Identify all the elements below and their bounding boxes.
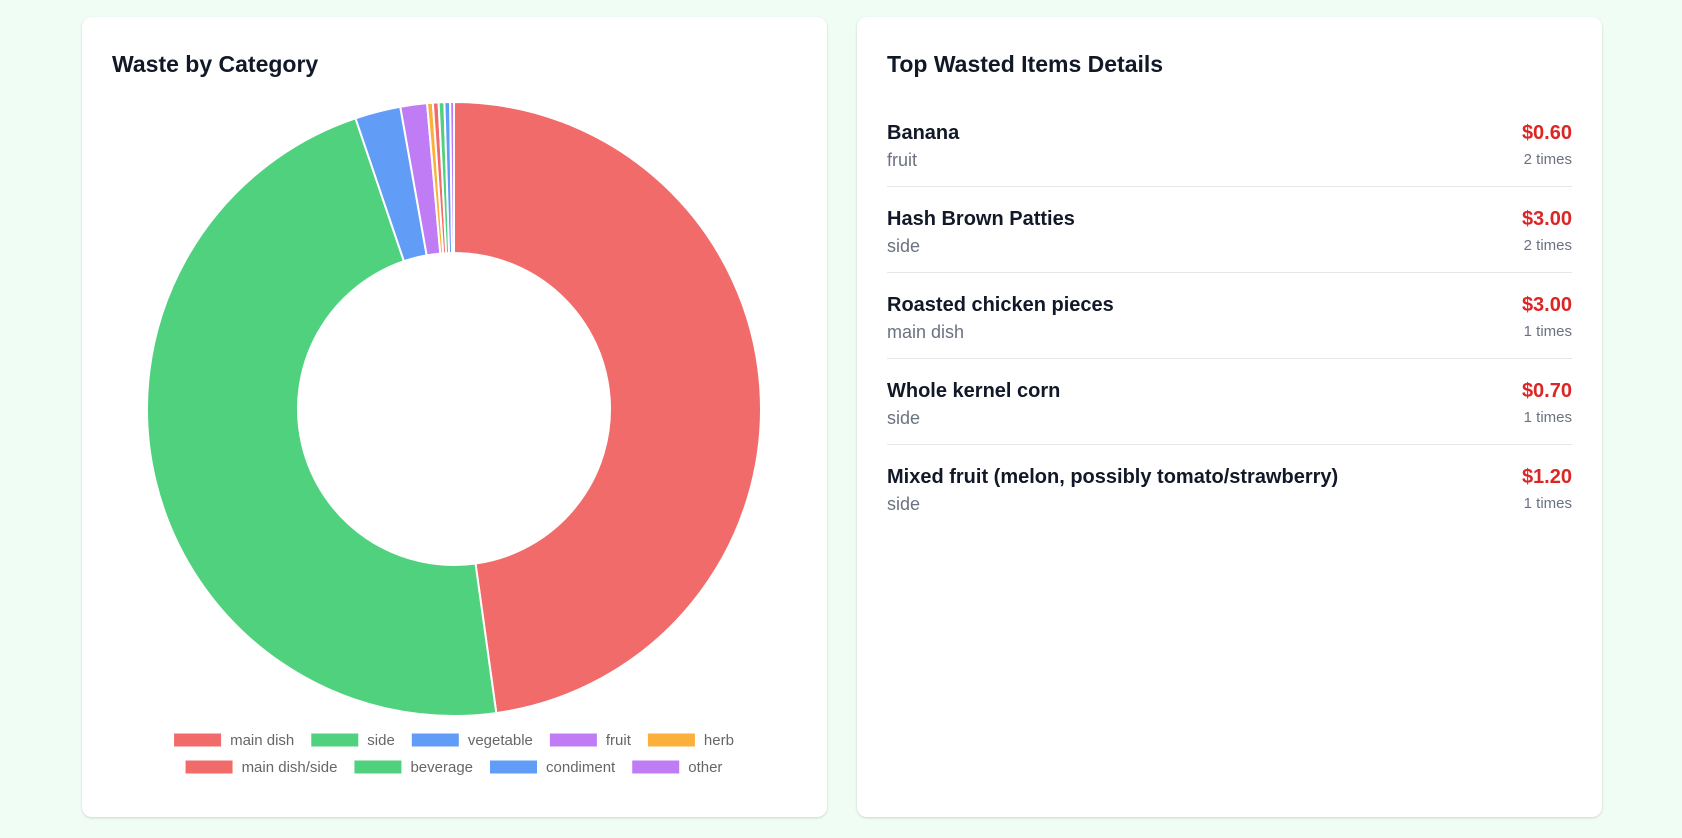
- item-category: side: [887, 408, 921, 428]
- legend-item[interactable]: main dish/side: [185, 759, 338, 776]
- item-name: Whole kernel corn: [887, 380, 1061, 402]
- item-cost: $3.00: [1521, 294, 1572, 316]
- item-cost: $0.60: [1521, 122, 1572, 144]
- item-category: side: [887, 236, 921, 256]
- legend-item[interactable]: main dish: [174, 732, 294, 749]
- item-category: side: [887, 494, 921, 514]
- legend-label: main dish: [230, 732, 294, 749]
- item-count: 2 times: [1523, 151, 1572, 168]
- legend-swatch: [354, 760, 402, 774]
- legend-label: fruit: [606, 732, 632, 749]
- item-cost: $1.20: [1521, 466, 1572, 488]
- item-name: Banana: [887, 122, 960, 144]
- legend-label: other: [688, 759, 722, 776]
- legend-swatch: [174, 733, 222, 747]
- legend-item[interactable]: fruit: [549, 732, 632, 749]
- legend-item[interactable]: herb: [647, 732, 734, 749]
- legend-label: herb: [704, 732, 734, 749]
- legend-label: beverage: [410, 759, 473, 776]
- item-count: 2 times: [1523, 237, 1572, 254]
- legend-swatch: [490, 760, 538, 774]
- item-count: 1 times: [1523, 409, 1572, 426]
- list-item: Whole kernel corn side $0.70 1 times: [887, 359, 1572, 445]
- list-item: Mixed fruit (melon, possibly tomato/stra…: [887, 445, 1572, 531]
- wasted-items-list: Banana fruit $0.60 2 times Hash Brown Pa…: [887, 101, 1572, 531]
- item-name: Roasted chicken pieces: [887, 294, 1114, 316]
- item-count: 1 times: [1523, 495, 1572, 512]
- item-count: 1 times: [1523, 323, 1572, 340]
- legend-item[interactable]: condiment: [490, 759, 616, 776]
- legend-swatch: [647, 733, 695, 747]
- legend-item[interactable]: other: [632, 759, 722, 776]
- list-item: Hash Brown Patties side $3.00 2 times: [887, 187, 1572, 273]
- details-title: Top Wasted Items Details: [887, 51, 1164, 77]
- legend-swatch: [185, 760, 233, 774]
- legend-label: main dish/side: [242, 759, 338, 776]
- item-category: fruit: [887, 150, 918, 170]
- item-name: Mixed fruit (melon, possibly tomato/stra…: [887, 466, 1339, 488]
- legend-label: side: [367, 732, 395, 749]
- item-category: main dish: [887, 322, 965, 342]
- item-name: Hash Brown Patties: [887, 208, 1075, 230]
- top-wasted-items-card: Top Wasted Items Details Banana fruit $0…: [857, 17, 1602, 817]
- slice-other[interactable]: [449, 100, 455, 255]
- list-item: Banana fruit $0.60 2 times: [887, 101, 1572, 187]
- legend-item[interactable]: side: [311, 732, 395, 749]
- list-item: Roasted chicken pieces main dish $3.00 1…: [887, 273, 1572, 359]
- waste-by-category-chart: main dish side vegetable fruit herb main dish…: [146, 100, 762, 776]
- item-cost: $0.70: [1521, 380, 1572, 402]
- legend-swatch: [632, 760, 680, 774]
- chart-title: Waste by Category: [112, 51, 319, 77]
- waste-by-category-card: Waste by Category main dish side vegetable…: [82, 17, 827, 817]
- legend-swatch: [311, 733, 359, 747]
- slice-main-dish[interactable]: [453, 100, 762, 715]
- item-cost: $3.00: [1521, 208, 1572, 230]
- legend-label: vegetable: [468, 732, 533, 749]
- legend-item[interactable]: beverage: [354, 759, 473, 776]
- legend-swatch: [549, 733, 597, 747]
- legend-swatch: [411, 733, 459, 747]
- legend-item[interactable]: vegetable: [411, 732, 533, 749]
- legend-label: condiment: [546, 759, 616, 776]
- slice-side[interactable]: [146, 116, 498, 717]
